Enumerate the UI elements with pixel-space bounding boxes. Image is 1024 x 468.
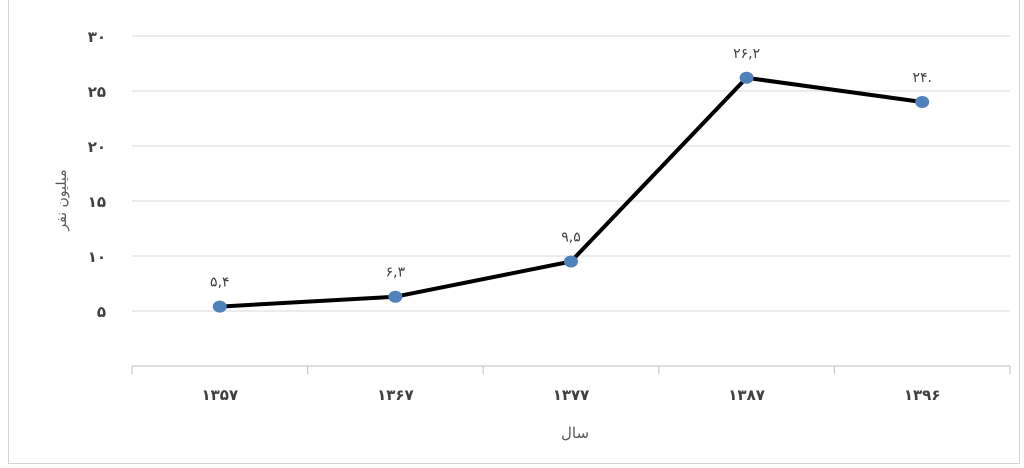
data-label: ۲۶,۲ bbox=[733, 46, 760, 62]
series-line-layer bbox=[217, 75, 925, 309]
data-label: ۵,۴ bbox=[210, 275, 230, 291]
chart-frame bbox=[8, 0, 1020, 464]
data-point bbox=[388, 290, 403, 303]
data-label: ۶,۳ bbox=[386, 265, 406, 281]
data-point bbox=[212, 300, 227, 313]
data-labels: ۵,۴ ۶,۳ ۹,۵ ۲۶,۲ ۲۴. bbox=[210, 46, 932, 291]
data-point bbox=[564, 255, 578, 268]
x-tick-label: ۱۳۵۷ bbox=[201, 386, 238, 404]
y-axis-title: میلیون نفر bbox=[54, 169, 70, 231]
y-axis: ۵ ۱۰ ۱۵ ۲۰ ۲۵ ۳۰ bbox=[88, 28, 106, 321]
x-axis-title: سال bbox=[561, 424, 589, 442]
y-tick-label: ۵ bbox=[97, 303, 106, 321]
x-tick-label: ۱۳۷۷ bbox=[553, 386, 590, 404]
x-tick-label: ۱۳۸۷ bbox=[728, 386, 765, 404]
data-points bbox=[212, 71, 930, 313]
data-label: ۲۴. bbox=[912, 70, 932, 86]
y-tick-label: ۲۵ bbox=[88, 83, 106, 101]
data-point bbox=[915, 96, 930, 108]
x-tick-label: ۱۳۹۶ bbox=[904, 386, 941, 404]
y-tick-label: ۱۰ bbox=[88, 248, 106, 266]
y-tick-label: ۱۵ bbox=[88, 193, 106, 211]
series-line bbox=[217, 75, 925, 309]
data-label: ۹,۵ bbox=[561, 230, 581, 246]
gridlines bbox=[132, 35, 1010, 312]
x-tick-labels: ۱۳۵۷ ۱۳۶۷ ۱۳۷۷ ۱۳۸۷ ۱۳۹۶ bbox=[201, 386, 940, 404]
data-point bbox=[739, 71, 754, 84]
y-tick-label: ۲۰ bbox=[88, 138, 106, 156]
y-tick-label: ۳۰ bbox=[88, 28, 106, 46]
x-tick-label: ۱۳۶۷ bbox=[377, 386, 414, 404]
x-axis bbox=[131, 365, 1011, 374]
